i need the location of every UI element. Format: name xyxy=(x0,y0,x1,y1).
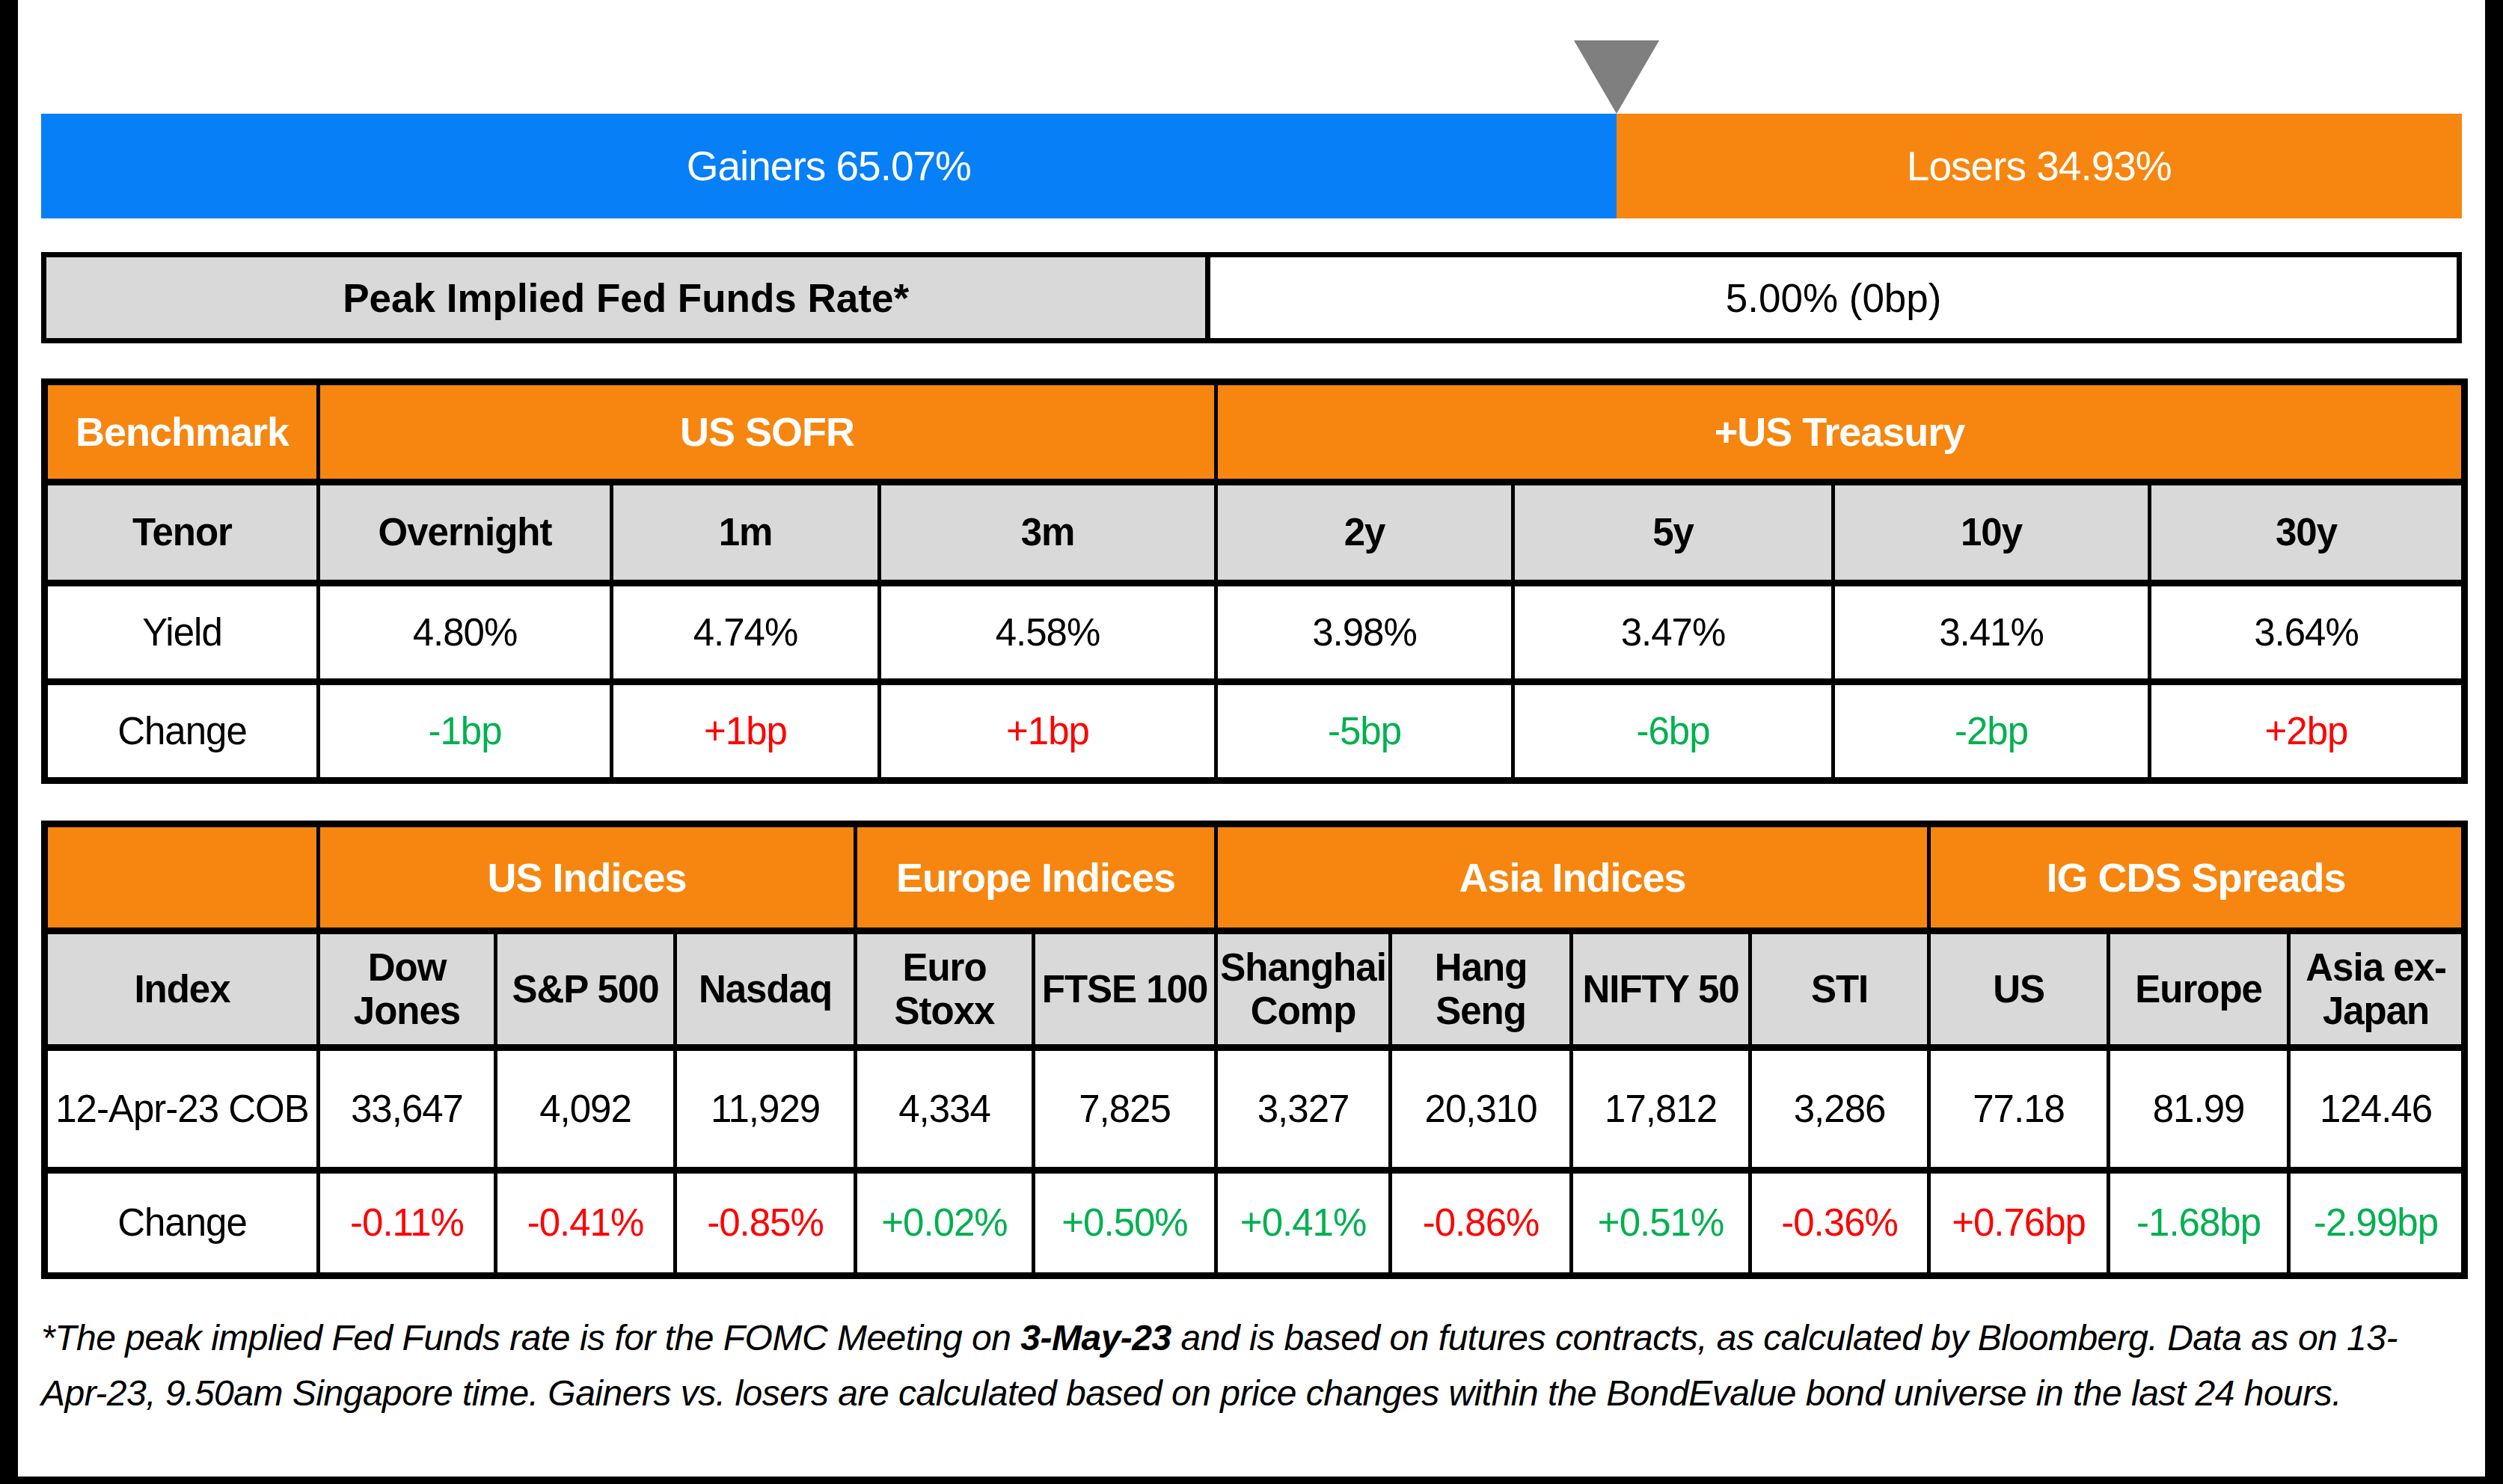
yield-cell: 3.64% xyxy=(2150,583,2465,682)
col-header-hang-seng: Hang Seng xyxy=(1391,931,1572,1048)
gainers-bar-segment: Gainers 65.07% xyxy=(41,114,1617,218)
us-indices-group-header: US Indices xyxy=(319,824,856,931)
asia-indices-group-header: Asia Indices xyxy=(1216,824,1929,931)
index-value-cell: 77.18 xyxy=(1929,1048,2109,1171)
tenor-30y: 30y xyxy=(2150,482,2465,583)
benchmark-change-cell: -2bp xyxy=(1833,682,2150,781)
col-header-nifty50: NIFTY 50 xyxy=(1572,931,1750,1048)
gainers-losers-bar: Gainers 65.07% Losers 34.93% xyxy=(41,114,2462,218)
index-header-row: Index Dow Jones S&P 500 Nasdaq Euro Stox… xyxy=(45,931,2465,1048)
index-change-cell: -2.99bp xyxy=(2289,1171,2465,1276)
col-header-nasdaq: Nasdaq xyxy=(675,931,856,1048)
col-header-ftse100: FTSE 100 xyxy=(1034,931,1216,1048)
benchmark-change-cell: -5bp xyxy=(1216,682,1513,781)
us-treasury-group-header: +US Treasury xyxy=(1216,382,2465,482)
footnote-text-1: *The peak implied Fed Funds rate is for … xyxy=(41,1318,1020,1358)
yield-cell: 4.80% xyxy=(319,583,612,682)
index-header-cell: Index xyxy=(45,931,319,1048)
page-frame: Gainers 65.07% Losers 34.93% Peak Implie… xyxy=(0,0,2503,1484)
index-value-cell: 11,929 xyxy=(675,1048,856,1171)
pointer-area xyxy=(41,0,2462,114)
index-change-cell: -0.86% xyxy=(1391,1171,1572,1276)
divider-pointer-icon xyxy=(1574,40,1659,114)
europe-indices-group-header: Europe Indices xyxy=(856,824,1216,931)
indices-change-row-label: Change xyxy=(45,1171,319,1276)
index-change-cell: -0.36% xyxy=(1750,1171,1929,1276)
index-value-cell: 81.99 xyxy=(2109,1048,2289,1171)
benchmark-change-row: Change -1bp +1bp +1bp -5bp -6bp -2bp +2b… xyxy=(45,682,2465,781)
col-header-cds-us: US xyxy=(1929,931,2109,1048)
tenor-header-row: Tenor Overnight 1m 3m 2y 5y 10y 30y xyxy=(45,482,2465,583)
tenor-10y: 10y xyxy=(1833,482,2150,583)
index-value-cell: 3,286 xyxy=(1750,1048,1929,1171)
tenor-5y: 5y xyxy=(1513,482,1833,583)
index-change-cell: +0.76bp xyxy=(1929,1171,2109,1276)
indices-corner-cell xyxy=(45,824,319,931)
index-value-cell: 4,092 xyxy=(496,1048,675,1171)
ig-cds-group-header: IG CDS Spreads xyxy=(1929,824,2465,931)
index-change-cell: -1.68bp xyxy=(2109,1171,2289,1276)
tenor-header-cell: Tenor xyxy=(45,482,319,583)
index-value-cell: 3,327 xyxy=(1216,1048,1391,1171)
index-change-cell: +0.50% xyxy=(1034,1171,1216,1276)
col-header-sti: STI xyxy=(1750,931,1929,1048)
yield-cell: 3.98% xyxy=(1216,583,1513,682)
indices-group-header-row: US Indices Europe Indices Asia Indices I… xyxy=(45,824,2465,931)
yield-row: Yield 4.80% 4.74% 4.58% 3.98% 3.47% 3.41… xyxy=(45,583,2465,682)
index-value-cell: 7,825 xyxy=(1034,1048,1216,1171)
tenor-overnight: Overnight xyxy=(319,482,612,583)
yield-cell: 3.47% xyxy=(1513,583,1833,682)
index-change-cell: +0.51% xyxy=(1572,1171,1750,1276)
indices-table: US Indices Europe Indices Asia Indices I… xyxy=(41,821,2468,1279)
yield-row-label: Yield xyxy=(45,583,319,682)
tenor-1m: 1m xyxy=(612,482,880,583)
index-change-cell: -0.85% xyxy=(675,1171,856,1276)
benchmark-group-header-row: Benchmark US SOFR +US Treasury xyxy=(45,382,2465,482)
yield-cell: 3.41% xyxy=(1833,583,2150,682)
tenor-3m: 3m xyxy=(880,482,1216,583)
yield-cell: 4.58% xyxy=(880,583,1216,682)
fed-funds-value: 5.00% (0bp) xyxy=(1210,257,2457,338)
fed-funds-row: Peak Implied Fed Funds Rate* 5.00% (0bp) xyxy=(41,252,2462,343)
index-change-cell: -0.41% xyxy=(496,1171,675,1276)
footnote: *The peak implied Fed Funds rate is for … xyxy=(41,1310,2420,1422)
gainers-label: Gainers 65.07% xyxy=(687,142,971,190)
indices-change-row: Change -0.11% -0.41% -0.85% +0.02% +0.50… xyxy=(45,1171,2465,1276)
index-value-cell: 33,647 xyxy=(319,1048,496,1171)
index-change-cell: +0.41% xyxy=(1216,1171,1391,1276)
col-header-sp500: S&P 500 xyxy=(496,931,675,1048)
us-sofr-group-header: US SOFR xyxy=(319,382,1216,482)
index-value-cell: 4,334 xyxy=(856,1048,1034,1171)
col-header-cds-europe: Europe xyxy=(2109,931,2289,1048)
index-value-cell: 17,812 xyxy=(1572,1048,1750,1171)
tenor-2y: 2y xyxy=(1216,482,1513,583)
col-header-dow-jones: Dow Jones xyxy=(319,931,496,1048)
index-change-cell: +0.02% xyxy=(856,1171,1034,1276)
footnote-bold-date: 3-May-23 xyxy=(1020,1318,1171,1358)
benchmark-change-row-label: Change xyxy=(45,682,319,781)
index-change-cell: -0.11% xyxy=(319,1171,496,1276)
yield-cell: 4.74% xyxy=(612,583,880,682)
index-value-cell: 124.46 xyxy=(2289,1048,2465,1171)
losers-bar-segment: Losers 34.93% xyxy=(1617,114,2462,218)
col-header-euro-stoxx: Euro Stoxx xyxy=(856,931,1034,1048)
benchmark-table: Benchmark US SOFR +US Treasury Tenor Ove… xyxy=(41,378,2468,784)
indices-values-row: 12-Apr-23 COB 33,647 4,092 11,929 4,334 … xyxy=(45,1048,2465,1171)
benchmark-change-cell: -1bp xyxy=(319,682,612,781)
benchmark-header-cell: Benchmark xyxy=(45,382,319,482)
col-header-shanghai-comp: Shanghai Comp xyxy=(1216,931,1391,1048)
fed-funds-label: Peak Implied Fed Funds Rate* xyxy=(46,257,1210,338)
index-value-cell: 20,310 xyxy=(1391,1048,1572,1171)
benchmark-change-cell: +1bp xyxy=(612,682,880,781)
benchmark-change-cell: +1bp xyxy=(880,682,1216,781)
losers-label: Losers 34.93% xyxy=(1907,142,2172,190)
col-header-cds-asia-ex-japan: Asia ex-Japan xyxy=(2289,931,2465,1048)
values-row-label: 12-Apr-23 COB xyxy=(45,1048,319,1171)
benchmark-change-cell: +2bp xyxy=(2150,682,2465,781)
benchmark-change-cell: -6bp xyxy=(1513,682,1833,781)
